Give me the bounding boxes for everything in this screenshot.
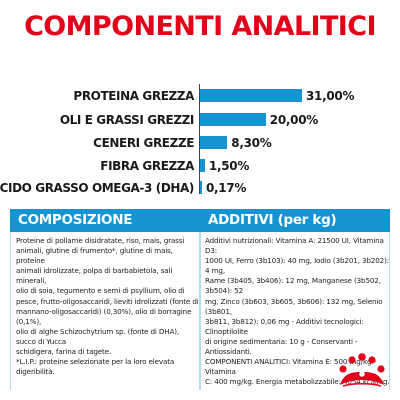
text-line: schidigera, farina di tagete. (16, 347, 112, 357)
text-line: 1000 UI, Ferro (3b103): 40 mg, Iodio (3b… (205, 256, 389, 276)
additives-panel (200, 232, 390, 390)
category-label: FIBRA GREZZA (100, 159, 194, 173)
text-line: COMPONENTI ANALITICI: Vitamina E: 500 mg… (205, 357, 376, 377)
bar-value-label: 31,00% (306, 89, 355, 103)
category-label: PROTEINA GREZZA (73, 89, 194, 103)
text-line: C: 400 mg/kg. Energia metabolizzabile: 4… (205, 377, 390, 387)
chart-axis-line (199, 84, 200, 194)
text-line: olio di alghe Schizochytrium sp. (fonte … (16, 326, 180, 346)
category-label: ACIDO GRASSO OMEGA-3 (DHA) (0, 181, 194, 195)
category-label: OLI E GRASSI GREZZI (59, 113, 195, 127)
text-line: Additivi nutrizionali: Vitamina A: 21500… (205, 236, 384, 256)
bar-value-label: 0,17% (206, 181, 247, 195)
bar-value-label: 20,00% (269, 113, 318, 127)
composition-header: COMPOSIZIONE (10, 209, 200, 232)
bar (200, 89, 302, 102)
royal-canin-crown-logo (339, 353, 385, 387)
bar (200, 159, 205, 172)
page-title: COMPONENTI ANALITICI (24, 11, 376, 42)
bar-value-label: 1,50% (208, 159, 250, 173)
category-label: CENERI GREZZE (93, 136, 194, 150)
text-line: olio di soia, tegumento e semi di psylli… (16, 286, 185, 296)
text-line: mannano-oligosaccaridi) (0,30%), olio di… (16, 306, 192, 326)
text-line: mg, Zinco (3b603, 3b605, 3b606): 132 mg,… (205, 296, 383, 316)
text-line: pesce, frutto-oligosaccaridi, lieviti id… (16, 296, 199, 306)
text-line: di origine sedimentaria: 10 g - Conserva… (205, 336, 358, 357)
additives-text: Additivi nutrizionali: Vitamina A: 21500… (205, 236, 390, 387)
bar (200, 181, 202, 194)
additives-header: ADDITIVI (per kg) (200, 209, 390, 232)
bar-value-label: 8,30% (231, 136, 272, 150)
composition-panel (10, 232, 200, 390)
text-line: animali idrolizzate, polpa di barbabieto… (16, 266, 173, 286)
analytical-components-chart: PROTEINA GREZZA 31,00% OLI E GRASSI GREZZI… (0, 84, 355, 195)
text-line: 3b811, 3b812): 0,06 mg - Additivi tecnol… (205, 316, 364, 336)
composition-text: Proteine di pollame disidratate, riso, m… (16, 236, 200, 377)
text-line: *L.I.P.: proteine selezionate per la lor… (16, 357, 175, 377)
bar (200, 113, 266, 126)
text-line: Rame (3b405, 3b406): 12 mg, Manganese (3… (205, 276, 381, 296)
bar (200, 136, 228, 149)
text-line: Proteine di pollame disidratate, riso, m… (16, 236, 185, 245)
text-line: animali, glutine di frumento*, glutine d… (16, 246, 173, 266)
